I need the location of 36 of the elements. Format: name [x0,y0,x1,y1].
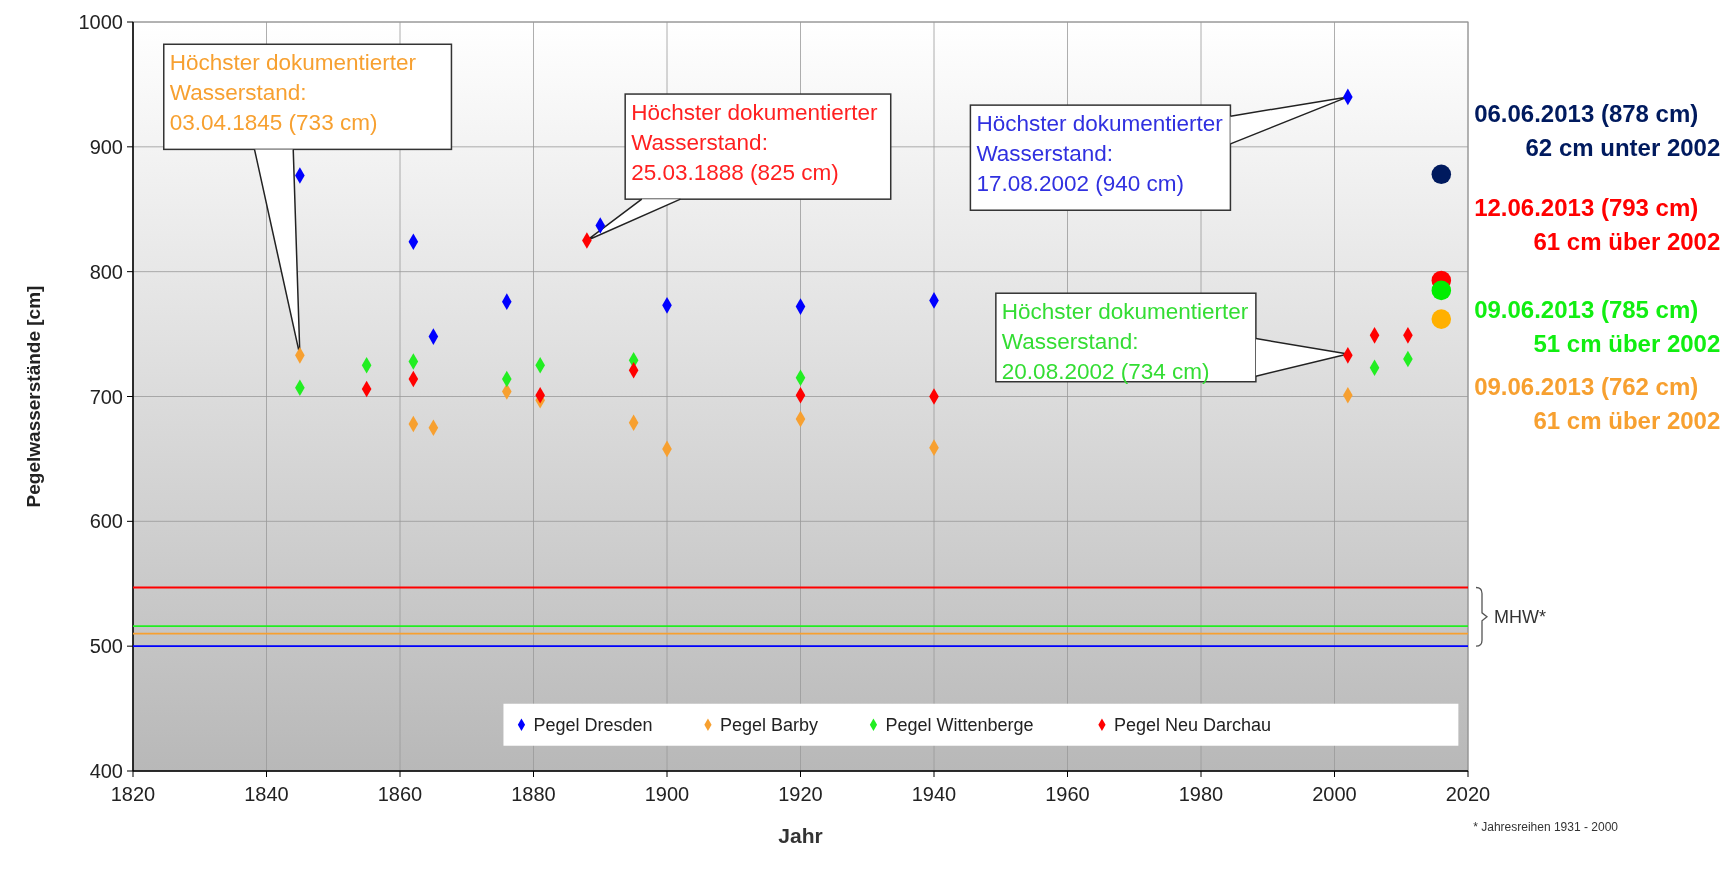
legend-label: Pegel Neu Darchau [1113,715,1272,736]
text: * Jahresreihen 1931 - 2000 [1473,820,1619,834]
y-axis-title: Pegelwasserstände [cm] [23,285,44,508]
point [1431,164,1452,185]
annotation: Höchster dokumentierter Wasserstand: 25.03.1888 (825 cm) [631,100,879,186]
y-tick-label: 900 [89,135,123,158]
x-tick-label: 1940 [911,783,957,805]
x-tick-label: 1900 [644,783,690,805]
y-tick-label: 600 [89,510,123,533]
x-tick-label: 2020 [1445,783,1491,805]
legend-label: Pegel Barby [719,715,819,736]
annotation: 12.06.2013 (793 cm) 61 cm über 2002 [1474,194,1721,256]
text: MHW* [1494,607,1546,628]
y-tick-label: 800 [89,260,123,283]
legend-label: Pegel Wittenberge [885,715,1034,736]
x-tick-label: 1980 [1178,783,1224,805]
y-tick-label: 700 [89,385,123,408]
y-tick-label: 1000 [78,11,123,33]
annotation: 09.06.2013 (785 cm) 51 cm über 2002 [1474,296,1721,358]
x-tick-label: 2000 [1312,783,1357,805]
legend-label: Pegel Dresden [533,715,653,736]
y-tick-label: 400 [89,760,123,782]
annotation: 09.06.2013 (762 cm) 61 cm über 2002 [1474,373,1721,435]
x-axis-title: Jahr [778,824,823,847]
point [1431,280,1452,301]
annotation: Höchster dokumentierter Wasserstand: 03.04.1845 (733 cm) [169,50,417,136]
x-tick-label: 1880 [511,783,556,805]
x-tick-label: 1960 [1045,783,1090,805]
annotation: 06.06.2013 (878 cm) 62 cm unter 2002 [1474,100,1721,162]
point [1431,309,1452,329]
x-tick-label: 1820 [110,783,156,805]
x-tick-label: 1860 [377,783,423,805]
x-tick-label: 1840 [244,783,289,805]
annotation: Höchster dokumentierter Wasserstand: 17.08.2002 (940 cm) [976,111,1224,197]
x-tick-label: 1920 [778,783,823,805]
y-tick-label: 500 [89,635,123,658]
